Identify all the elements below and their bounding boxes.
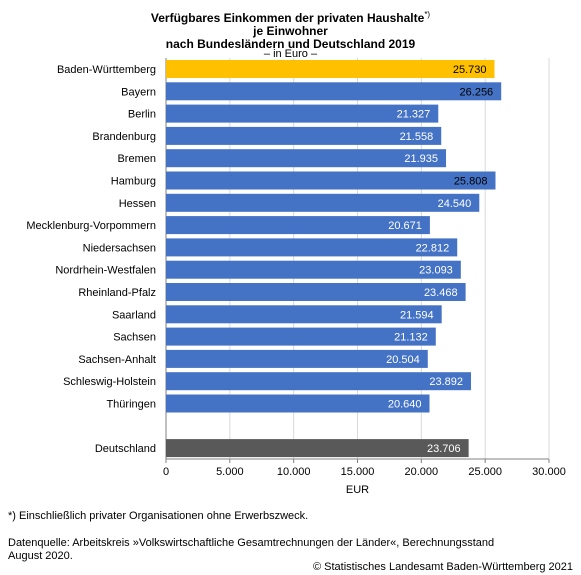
data-label: 23.892	[429, 376, 463, 388]
bar	[166, 82, 502, 101]
source-note: Datenquelle: Arbeitskreis »Volkswirtscha…	[8, 537, 568, 563]
data-label: 20.671	[388, 220, 422, 232]
bar	[166, 349, 428, 368]
category-label: Bremen	[117, 153, 156, 165]
chart-title: Verfügbares Einkommen der privaten Haush…	[0, 8, 581, 51]
data-label: 23.468	[424, 287, 458, 299]
category-label: Hamburg	[111, 176, 156, 188]
bar	[166, 126, 442, 145]
x-tick-label: 0	[163, 466, 169, 478]
data-label: 21.327	[397, 109, 431, 121]
data-label: 24.540	[438, 198, 472, 210]
bar	[166, 305, 442, 324]
title-footnote-marker: *)	[424, 10, 431, 19]
category-label: Saarland	[112, 309, 156, 321]
chart-subtitle: – in Euro –	[263, 48, 318, 60]
x-tick-label: 25.000	[468, 466, 502, 478]
category-label: Thüringen	[106, 399, 156, 411]
category-label: Niedersachsen	[83, 242, 156, 254]
data-label: 21.594	[400, 309, 434, 321]
category-label: Schleswig-Holstein	[63, 376, 156, 388]
title-line-3: nach Bundesländern und Deutschland 2019	[165, 37, 416, 51]
category-label: Baden-Württemberg	[57, 64, 156, 76]
data-label: 21.935	[404, 153, 438, 165]
bar	[166, 171, 496, 190]
x-tick-label: 30.000	[532, 466, 566, 478]
bar-chart: 0 5.000 10.000 15.000 20.000 25.000 30.000 EUR B…	[26, 58, 566, 496]
category-label: Mecklenburg-Vorpommern	[26, 220, 156, 232]
category-label: Sachsen	[113, 332, 156, 344]
x-tick-label: 15.000	[341, 466, 375, 478]
category-label: Sachsen-Anhalt	[78, 354, 156, 366]
source-line-1: Datenquelle: Arbeitskreis »Volkswirtscha…	[8, 537, 495, 549]
source-line-2: August 2020.	[8, 550, 73, 562]
category-label: Deutschland	[95, 443, 156, 455]
data-label: 23.093	[419, 265, 453, 277]
x-axis-title: EUR	[346, 484, 369, 496]
category-label: Rheinland-Pfalz	[78, 287, 156, 299]
data-label: 21.558	[400, 131, 434, 143]
data-label: 23.706	[427, 443, 461, 455]
bar	[166, 104, 439, 123]
data-label: 20.640	[388, 399, 422, 411]
bar	[166, 260, 461, 279]
bar	[166, 216, 430, 235]
x-tick-label: 10.000	[277, 466, 311, 478]
bar	[166, 238, 458, 257]
bar	[166, 283, 466, 301]
x-tick-label: 5.000	[216, 466, 244, 478]
data-label: 20.504	[386, 354, 420, 366]
title-line-1: Verfügbares Einkommen der privaten Haush…	[150, 11, 425, 25]
category-label: Nordrhein-Westfalen	[55, 265, 156, 277]
data-label: 22.812	[416, 242, 450, 254]
bar	[166, 439, 469, 458]
data-label: 25.808	[454, 176, 488, 188]
bar	[166, 149, 447, 168]
copyright: © Statistisches Landesamt Baden-Württemb…	[312, 561, 573, 573]
footnote: *) Einschließlich privater Organisatione…	[8, 510, 309, 522]
category-label: Berlin	[128, 109, 156, 121]
data-label: 21.132	[394, 332, 428, 344]
bar	[166, 193, 480, 212]
bar	[166, 372, 472, 391]
category-label: Bayern	[121, 86, 156, 98]
title-line-2: je Einwohner	[253, 24, 328, 38]
data-label: 26.256	[460, 86, 494, 98]
category-label: Hessen	[119, 198, 156, 210]
data-label: 25.730	[453, 64, 487, 76]
bar	[166, 60, 495, 78]
x-tick-label: 20.000	[405, 466, 439, 478]
category-label: Brandenburg	[92, 131, 156, 143]
bar	[166, 394, 430, 413]
bar	[166, 327, 436, 346]
